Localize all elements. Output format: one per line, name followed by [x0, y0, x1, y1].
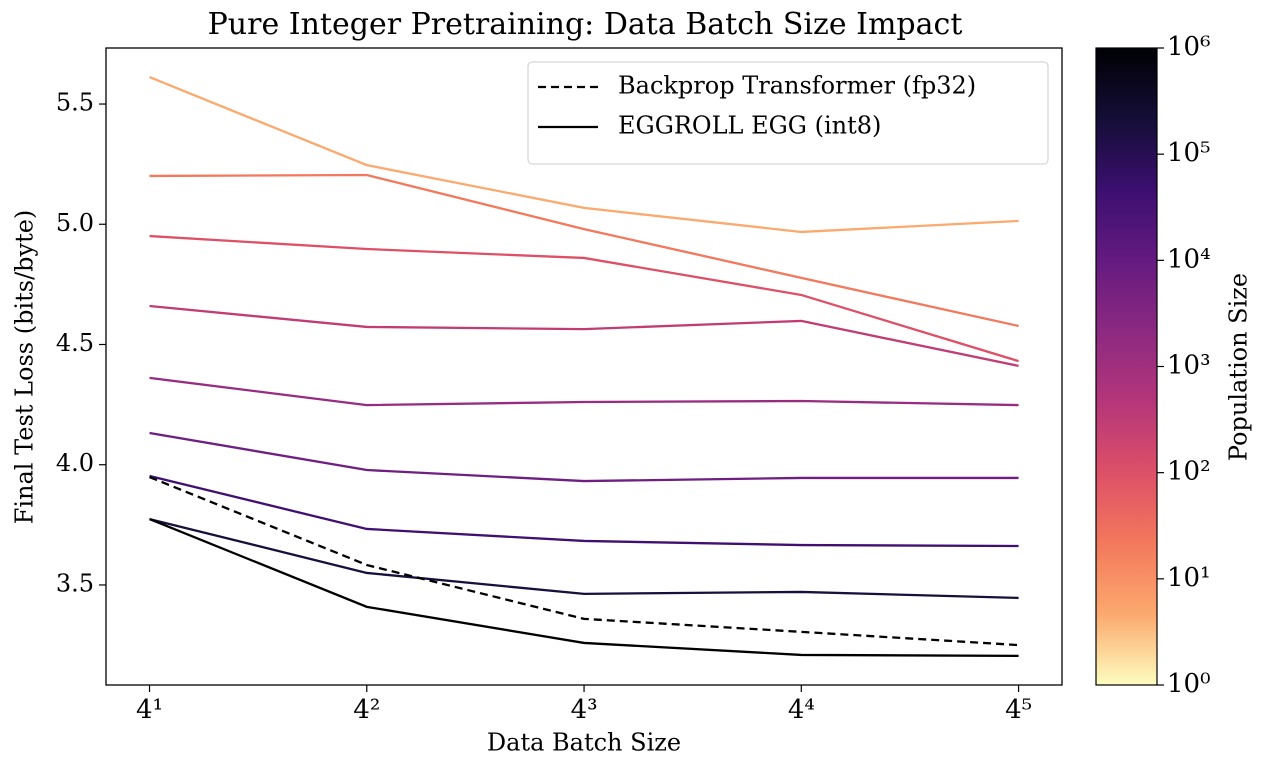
colorbar-tick-label: 10¹ — [1167, 563, 1211, 593]
colorbar-tick-label: 10⁵ — [1167, 138, 1211, 168]
y-tick-label: 4.0 — [56, 449, 94, 477]
y-tick-label: 4.5 — [56, 329, 94, 357]
y-tick-label: 3.5 — [56, 569, 94, 597]
colorbar-tick-label: 10⁴ — [1167, 244, 1211, 274]
x-tick-label: 4⁴ — [788, 695, 815, 725]
colorbar-label: Population Size — [1225, 273, 1253, 461]
series-line — [149, 173, 1019, 328]
x-axis-label: Data Batch Size — [487, 729, 681, 757]
series-line — [149, 304, 1019, 368]
colorbar-tick-label: 10² — [1167, 457, 1211, 487]
series-line — [149, 76, 1019, 234]
series-line — [149, 518, 1019, 658]
y-axis-label: Final Test Loss (bits/byte) — [11, 210, 39, 525]
colorbar — [1095, 47, 1158, 686]
series-line — [149, 376, 1019, 407]
x-tick-label: 4⁵ — [1005, 695, 1032, 725]
x-tick-label: 4³ — [571, 695, 598, 725]
colorbar-tick-label: 10⁰ — [1167, 669, 1211, 699]
colorbar-tick-label: 10³ — [1167, 351, 1211, 381]
series-line — [149, 475, 1019, 647]
x-tick-label: 4¹ — [136, 695, 163, 725]
series-line — [149, 474, 1019, 548]
x-tick-label: 4² — [353, 695, 380, 725]
plot-frame — [105, 47, 1063, 686]
series-line — [149, 517, 1019, 600]
legend-box — [527, 61, 1049, 165]
y-tick-label: 5.5 — [56, 89, 94, 117]
series-line — [149, 234, 1019, 363]
chart-title: Pure Integer Pretraining: Data Batch Siz… — [208, 7, 963, 42]
legend-label: EGGROLL EGG (int8) — [618, 112, 881, 140]
y-tick-label: 5.0 — [56, 209, 94, 237]
legend-label: Backprop Transformer (fp32) — [618, 72, 976, 100]
series-line — [149, 431, 1019, 483]
colorbar-tick-label: 10⁶ — [1167, 32, 1211, 62]
